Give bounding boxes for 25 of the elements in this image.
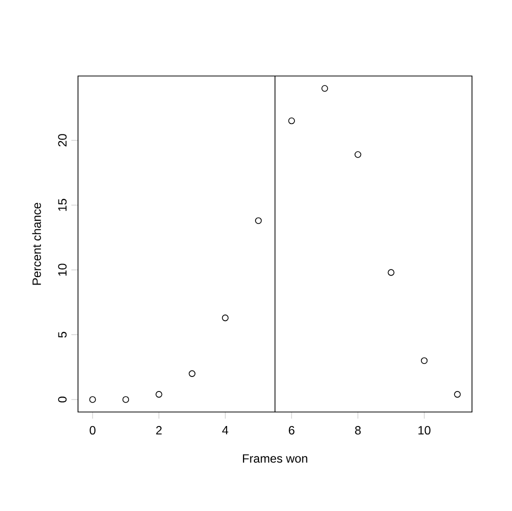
x-tick-label: 2 [156,426,162,434]
y-tick-label: 15 [58,198,67,211]
point [454,391,461,398]
x-tick-label: 10 [418,426,430,435]
point [188,370,196,377]
point [156,391,162,398]
y-tick-label: 5 [58,332,67,338]
x-axis-title: Frames won [242,454,308,463]
point [89,396,96,403]
point [255,217,262,224]
x-tick-label: 8 [355,426,361,435]
point [222,314,229,322]
point [420,357,428,364]
point [354,151,362,158]
point [288,118,295,124]
y-tick-label: 20 [58,134,67,146]
point [122,396,130,403]
y-tick-label: 10 [58,264,67,276]
y-tick-label: 0 [58,396,67,402]
x-tick-label: 6 [288,426,294,435]
point [321,85,328,92]
y-axis-title: Percent chance [32,202,41,285]
x-tick-label: 0 [90,426,96,435]
x-tick-label: 4 [222,426,228,434]
point [388,269,394,276]
